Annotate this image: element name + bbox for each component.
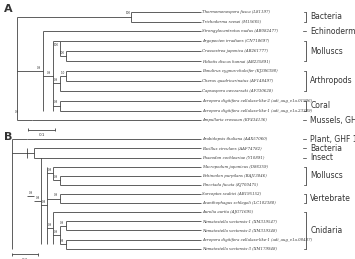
Text: Thermomonospora fusca (L81197): Thermomonospora fusca (L81197) xyxy=(202,10,270,14)
Text: Cnidaria: Cnidaria xyxy=(310,226,343,235)
Text: Insect: Insect xyxy=(310,153,333,162)
Text: Bacteria: Bacteria xyxy=(310,12,342,21)
Text: 100: 100 xyxy=(125,11,130,15)
Text: Acanthophagus schlegeli (LC102388): Acanthophagus schlegeli (LC102388) xyxy=(202,201,276,205)
Text: A: A xyxy=(4,4,13,14)
Text: 0.9: 0.9 xyxy=(15,110,20,114)
Text: Acropora digitifera cellulase-like-2 (adi_aug_v1a.01906): Acropora digitifera cellulase-like-2 (ad… xyxy=(202,99,312,103)
Text: Echinodon purpilans (BAJ13846): Echinodon purpilans (BAJ13846) xyxy=(202,174,267,178)
Text: Arabidopsis thaliana (AAX57060): Arabidopsis thaliana (AAX57060) xyxy=(202,137,267,141)
Text: B: B xyxy=(4,132,13,142)
Text: Aurelia aurita (AJG71695): Aurelia aurita (AJG71695) xyxy=(202,210,253,214)
Text: 100: 100 xyxy=(60,51,65,55)
Text: 0.8: 0.8 xyxy=(36,196,40,199)
Text: 0.1: 0.1 xyxy=(39,133,45,137)
Text: Mussels, GHF 45: Mussels, GHF 45 xyxy=(310,116,355,125)
Text: Sarcoptes scabici (AB195152): Sarcoptes scabici (AB195152) xyxy=(202,192,261,196)
Text: 0.9: 0.9 xyxy=(48,223,52,227)
Text: Capsaspora owczarzaki (AF330628): Capsaspora owczarzaki (AF330628) xyxy=(202,89,273,93)
Text: Ampullaria crossean (KP434136): Ampullaria crossean (KP434136) xyxy=(202,118,267,123)
Text: Nematostella vectensis-1 (XM319547): Nematostella vectensis-1 (XM319547) xyxy=(202,219,277,223)
Text: 0.9: 0.9 xyxy=(47,71,51,75)
Text: Acropora digitifera cellulase-like-1 (adi_aug_v1a.23389): Acropora digitifera cellulase-like-1 (ad… xyxy=(202,109,312,113)
Text: Nematostella vectensis-2 (XM319348): Nematostella vectensis-2 (XM319348) xyxy=(202,228,277,232)
Text: Acropora digitifera cellulase-like-1 (adi_aug_v1a.08487): Acropora digitifera cellulase-like-1 (ad… xyxy=(202,238,312,242)
Text: 0.9: 0.9 xyxy=(54,78,59,82)
Text: Argopecten irradians (CN718697): Argopecten irradians (CN718697) xyxy=(202,39,269,43)
Text: 0.9: 0.9 xyxy=(54,175,59,179)
Text: 0.8: 0.8 xyxy=(48,168,52,172)
Text: Nematostella vectensis-3 (XM179948): Nematostella vectensis-3 (XM179948) xyxy=(202,247,277,251)
Text: Strongylocentrotus nudus (AB082477): Strongylocentrotus nudus (AB082477) xyxy=(202,30,278,33)
Text: Bacillus circulans (AAF74782): Bacillus circulans (AAF74782) xyxy=(202,146,262,150)
Text: Cherax quadricarinatus (AF148497): Cherax quadricarinatus (AF148497) xyxy=(202,79,273,83)
Text: Plant, GHF 19: Plant, GHF 19 xyxy=(310,135,355,144)
Text: Molluscs: Molluscs xyxy=(310,171,343,180)
Text: Vertebrate: Vertebrate xyxy=(310,194,351,203)
Text: Trichoderma reesei (M15665): Trichoderma reesei (M15665) xyxy=(202,19,261,24)
Text: Macropodum japonicus (D86359): Macropodum japonicus (D86359) xyxy=(202,165,268,169)
Text: Coral: Coral xyxy=(310,101,331,110)
Text: 0.9: 0.9 xyxy=(54,193,59,197)
Text: 0.8: 0.8 xyxy=(54,100,59,104)
Text: Molluscs: Molluscs xyxy=(310,47,343,56)
Text: Panulirus cygnus-chalcifer (KJ386398): Panulirus cygnus-chalcifer (KJ386398) xyxy=(202,69,278,73)
Text: 0.9: 0.9 xyxy=(28,191,33,195)
Text: Phaeodon cochleariae (Y10891): Phaeodon cochleariae (Y10891) xyxy=(202,156,264,160)
Text: 1.0: 1.0 xyxy=(60,71,65,75)
Text: Haliotis discus hannai (AB235891): Haliotis discus hannai (AB235891) xyxy=(202,59,270,63)
Text: 100: 100 xyxy=(54,44,59,47)
Text: 0.1: 0.1 xyxy=(22,258,28,259)
Text: Bacteria: Bacteria xyxy=(310,144,342,153)
Text: 0.9: 0.9 xyxy=(60,221,65,225)
Text: 0.9: 0.9 xyxy=(37,66,42,70)
Text: Crassostrea japonica (AB261777): Crassostrea japonica (AB261777) xyxy=(202,49,268,53)
Text: Pincctada fucata (KJ700475): Pincctada fucata (KJ700475) xyxy=(202,183,258,187)
Text: 0.8: 0.8 xyxy=(60,239,65,243)
Text: 0.8: 0.8 xyxy=(42,200,46,204)
Text: 0.9: 0.9 xyxy=(54,230,59,234)
Text: Arthropods: Arthropods xyxy=(310,76,353,85)
Text: Echinoderm: Echinoderm xyxy=(310,27,355,36)
